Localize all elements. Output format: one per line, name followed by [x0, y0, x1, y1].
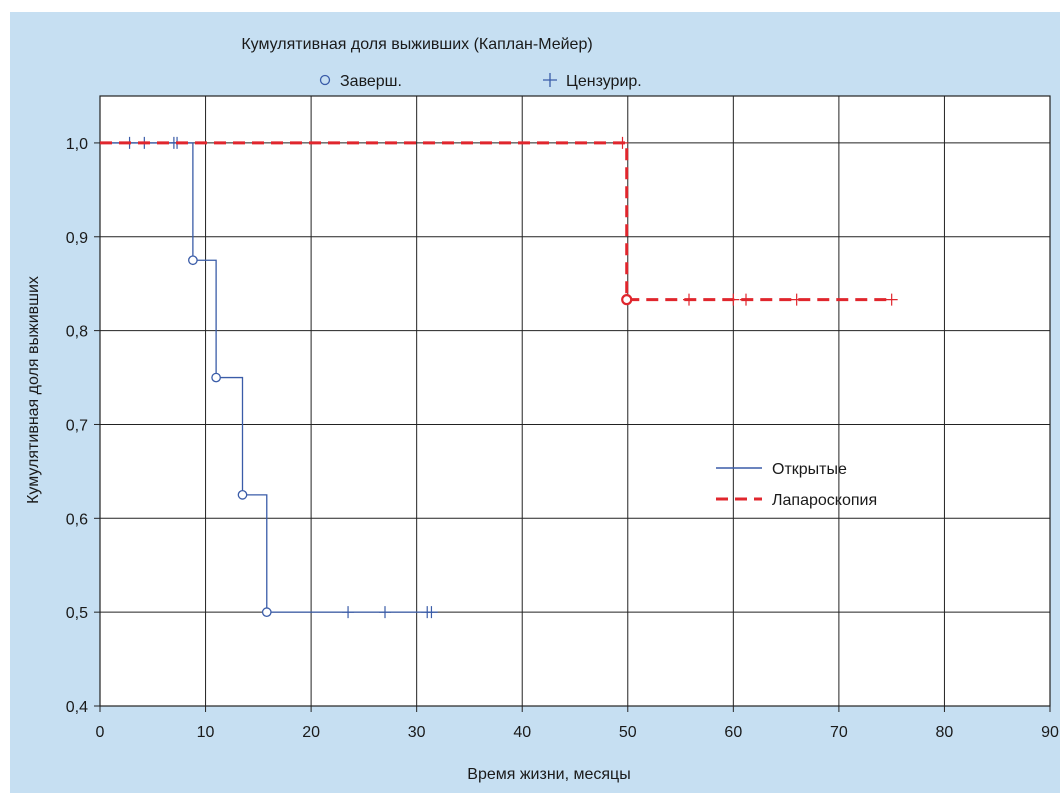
- x-tick-label: 80: [936, 724, 954, 741]
- legend-label-laparoscopy: Лапароскопия: [772, 492, 877, 509]
- event-marker: [211, 372, 221, 383]
- x-tick-label: 30: [408, 724, 426, 741]
- survival-curve-open: [100, 142, 438, 613]
- x-tick-label: 40: [513, 724, 531, 741]
- chart-title: Кумулятивная доля выживших (Каплан-Мейер…: [241, 36, 592, 53]
- x-tick-label: 60: [724, 724, 742, 741]
- censored-marker: [790, 293, 803, 306]
- y-tick-label: 0,5: [66, 605, 88, 622]
- series-legend: Открытые Лапароскопия: [716, 461, 877, 509]
- censored-marker: [727, 293, 740, 306]
- x-tick-label: 70: [830, 724, 848, 741]
- legend-label-open: Открытые: [772, 461, 847, 478]
- censored-marker: [342, 606, 355, 619]
- censored-marker: [740, 293, 752, 306]
- y-tick-label: 0,4: [66, 699, 88, 716]
- event-marker: [188, 255, 198, 266]
- censored-marker: [885, 293, 898, 306]
- plot-area: 0 10 20 30 40 50 60 70 80 90 0,4 0,5 0,6 0,7 0,8 0,9 1,0: [66, 95, 1059, 741]
- chart-panel: Кумулятивная доля выживших (Каплан-Мейер…: [10, 12, 1060, 793]
- censored-marker-legend-label: Цензурир.: [566, 73, 642, 90]
- x-tick-label: 20: [302, 724, 320, 741]
- marker-legend: Заверш. Цензурир.: [319, 73, 642, 90]
- y-tick-label: 0,9: [66, 230, 88, 247]
- x-tick-label: 0: [96, 724, 105, 741]
- plot-background: [100, 96, 1050, 706]
- y-tick-label: 1,0: [66, 136, 88, 153]
- event-marker: [261, 607, 272, 618]
- y-axis-label: Кумулятивная доля выживших: [25, 276, 42, 504]
- censored-marker: [425, 606, 438, 619]
- y-tick-label: 0,7: [66, 417, 88, 434]
- censored-marker: [379, 606, 391, 619]
- y-tick-label: 0,8: [66, 324, 88, 341]
- x-tick-label: 50: [619, 724, 637, 741]
- censored-marker: [616, 136, 629, 149]
- censored-marker-legend-icon: [543, 73, 557, 87]
- plot-frame: [99, 95, 1051, 707]
- censored-marker: [683, 293, 695, 306]
- x-tick-label: 90: [1041, 724, 1059, 741]
- event-marker: [237, 489, 248, 500]
- event-marker: [621, 294, 633, 306]
- event-marker-legend-icon: [319, 74, 331, 86]
- kaplan-meier-chart: Кумулятивная доля выживших (Каплан-Мейер…: [25, 36, 1059, 783]
- x-axis-label: Время жизни, месяцы: [467, 766, 630, 783]
- event-marker-legend-label: Заверш.: [340, 73, 402, 90]
- x-tick-label: 10: [197, 724, 215, 741]
- y-tick-label: 0,6: [66, 511, 88, 528]
